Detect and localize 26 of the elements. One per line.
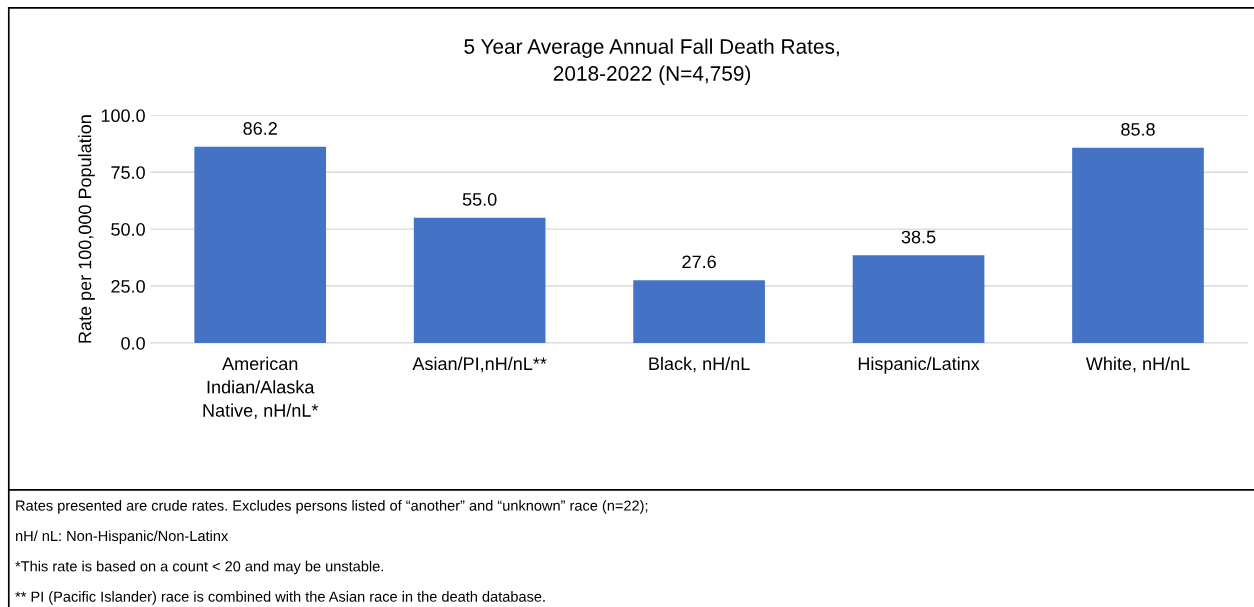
data-label: 86.2 (243, 122, 277, 135)
data-label: 85.8 (1121, 122, 1155, 136)
data-label: 55.0 (462, 193, 497, 206)
x-tick-label: White, nH/nL (1085, 356, 1190, 373)
text: nH/ nL: Non-Hispanic/Non-Latinx (16, 530, 229, 544)
y-tick-label: 75.0 (111, 166, 145, 179)
y-axis-title: Rate per 100,000 Population (78, 115, 95, 343)
bar (633, 280, 765, 343)
y-tick-label: 0.0 (121, 336, 145, 350)
x-tick-label: Asian/PI,nH/nL** (412, 356, 547, 373)
y-tick-label: 25.0 (111, 279, 145, 293)
x-tick-label: American Indian/Alaska Native, nH/nL* (203, 356, 319, 419)
text: ** PI (Pacific Islander) race is combined with the Asian race in the death database. (15, 591, 545, 605)
text: Rates presented are crude rates. Excludes persons listed of “another” and “unknown” race (n=22); (16, 500, 648, 514)
bar (194, 146, 327, 343)
text: *This rate is based on a count < 20 and may be unstable. (15, 560, 383, 575)
data-label: 27.6 (682, 255, 716, 269)
x-tick-label: Hispanic/Latinx (858, 356, 980, 374)
bar (852, 255, 985, 343)
bar (1072, 147, 1204, 343)
x-tick-label: Black, nH/nL (649, 356, 750, 373)
bar (413, 217, 546, 343)
chart-title: 5 Year Average Annual Fall Death Rates, 2018-2022 (N=4,759) (464, 38, 839, 85)
data-label: 38.5 (901, 230, 936, 244)
y-tick-label: 50.0 (111, 223, 145, 236)
y-tick-label: 100.0 (101, 109, 145, 123)
